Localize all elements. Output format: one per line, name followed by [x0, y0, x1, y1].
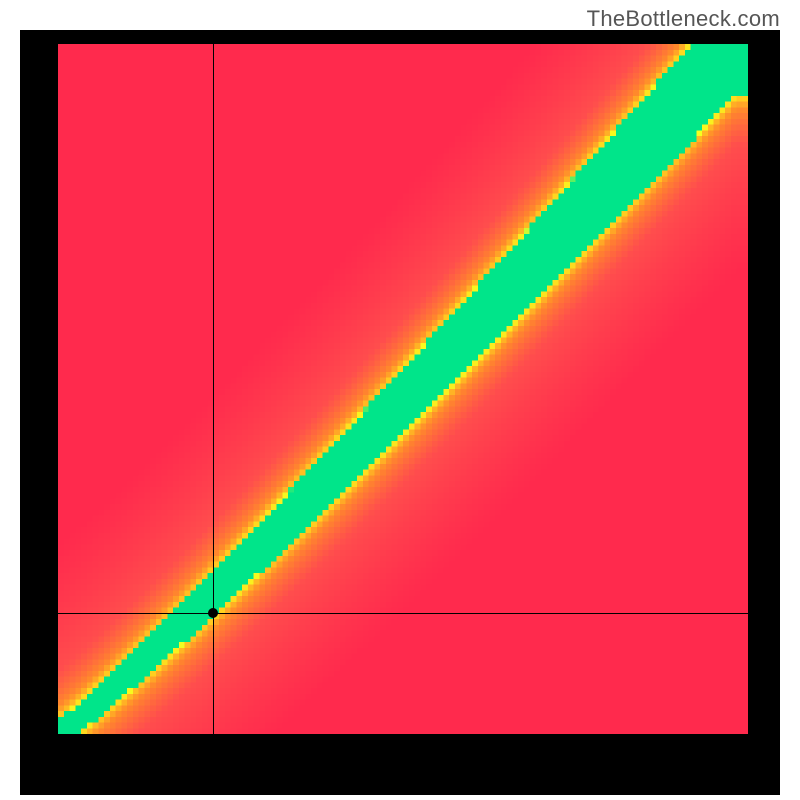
chart-stage: TheBottleneck.com	[0, 0, 800, 800]
watermark-text: TheBottleneck.com	[587, 6, 780, 32]
crosshair-vertical	[213, 44, 214, 734]
bottleneck-heatmap	[58, 44, 748, 734]
crosshair-horizontal	[58, 613, 748, 614]
